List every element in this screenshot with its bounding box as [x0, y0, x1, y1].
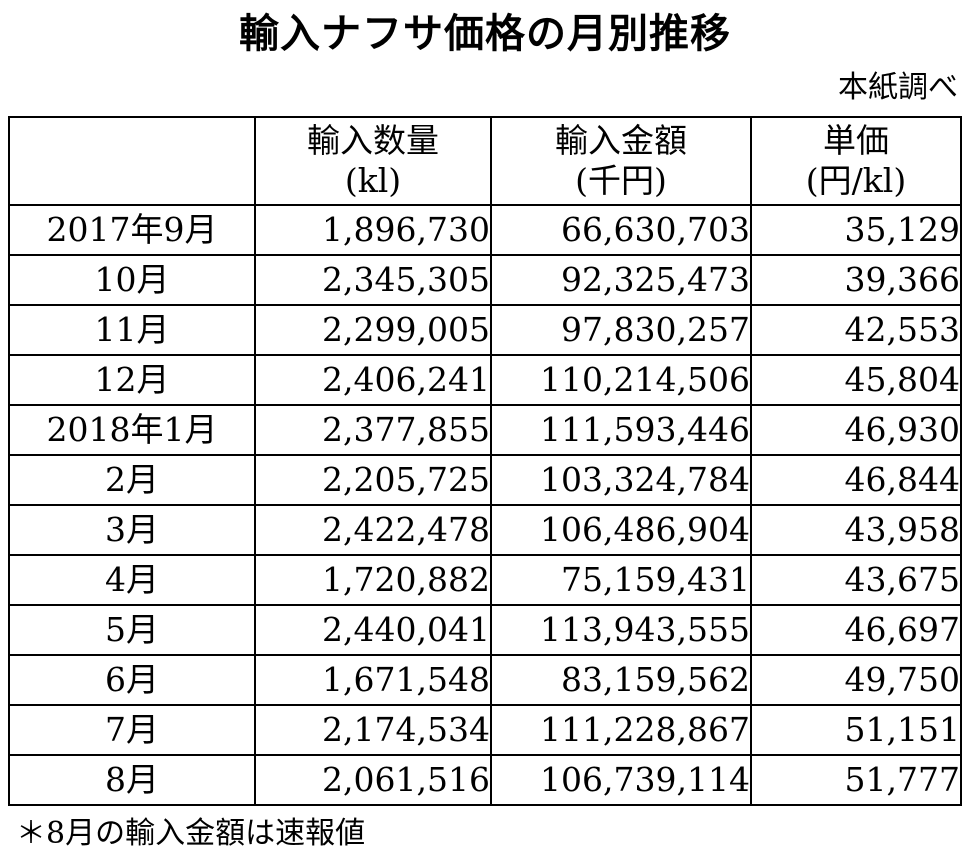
cell-period: 2月: [8, 454, 256, 506]
cell-quantity: 2,422,478: [254, 504, 492, 556]
cell-quantity: 2,299,005: [254, 304, 492, 356]
cell-unit-price: 46,697: [750, 604, 962, 656]
table-row: 5月 2,440,041 113,943,555 46,697: [8, 604, 962, 656]
header-amount: 輸入金額 (千円): [490, 116, 752, 206]
header-quantity: 輸入数量 (kl): [254, 116, 492, 206]
cell-period: 2018年1月: [8, 404, 256, 456]
cell-quantity: 2,377,855: [254, 404, 492, 456]
cell-amount: 83,159,562: [490, 654, 752, 706]
header-amount-unit: (千円): [575, 161, 667, 200]
cell-amount: 66,630,703: [490, 204, 752, 256]
table-row: 8月 2,061,516 106,739,114 51,777: [8, 754, 962, 806]
cell-amount: 106,739,114: [490, 754, 752, 806]
header-amount-label: 輸入金額: [555, 121, 687, 160]
cell-amount: 106,486,904: [490, 504, 752, 556]
cell-quantity: 2,440,041: [254, 604, 492, 656]
header-quantity-label: 輸入数量: [307, 121, 439, 160]
cell-amount: 92,325,473: [490, 254, 752, 306]
cell-unit-price: 49,750: [750, 654, 962, 706]
cell-period: 11月: [8, 304, 256, 356]
cell-amount: 111,228,867: [490, 704, 752, 756]
cell-quantity: 2,061,516: [254, 754, 492, 806]
source-note: 本紙調べ: [838, 70, 958, 105]
cell-period: 7月: [8, 704, 256, 756]
cell-amount: 110,214,506: [490, 354, 752, 406]
cell-unit-price: 46,930: [750, 404, 962, 456]
cell-quantity: 1,896,730: [254, 204, 492, 256]
cell-unit-price: 46,844: [750, 454, 962, 506]
header-unit-price-unit: (円/kl): [805, 161, 907, 200]
table-row: 7月 2,174,534 111,228,867 51,151: [8, 704, 962, 756]
header-period: [8, 116, 256, 206]
table-row: 3月 2,422,478 106,486,904 43,958: [8, 504, 962, 556]
table-row: 2月 2,205,725 103,324,784 46,844: [8, 454, 962, 506]
header-quantity-unit: (kl): [344, 161, 402, 200]
table-header-row: 輸入数量 (kl) 輸入金額 (千円) 単価 (円/kl): [8, 116, 962, 206]
cell-unit-price: 39,366: [750, 254, 962, 306]
cell-period: 10月: [8, 254, 256, 306]
cell-amount: 75,159,431: [490, 554, 752, 606]
table-row: 11月 2,299,005 97,830,257 42,553: [8, 304, 962, 356]
naphtha-price-table: 輸入数量 (kl) 輸入金額 (千円) 単価 (円/kl) 2017年9月 1,…: [8, 116, 962, 806]
table-row: 4月 1,720,882 75,159,431 43,675: [8, 554, 962, 606]
cell-unit-price: 43,675: [750, 554, 962, 606]
cell-period: 8月: [8, 754, 256, 806]
page-title: 輸入ナフサ価格の月別推移: [239, 11, 731, 57]
header-unit-price-label: 単価: [823, 121, 889, 160]
cell-unit-price: 51,777: [750, 754, 962, 806]
cell-amount: 111,593,446: [490, 404, 752, 456]
cell-period: 2017年9月: [8, 204, 256, 256]
cell-period: 3月: [8, 504, 256, 556]
cell-unit-price: 45,804: [750, 354, 962, 406]
cell-quantity: 2,174,534: [254, 704, 492, 756]
cell-period: 4月: [8, 554, 256, 606]
cell-unit-price: 51,151: [750, 704, 962, 756]
cell-amount: 113,943,555: [490, 604, 752, 656]
table-row: 6月 1,671,548 83,159,562 49,750: [8, 654, 962, 706]
footnote: ＊8月の輸入金額は速報値: [16, 816, 366, 851]
table-row: 2018年1月 2,377,855 111,593,446 46,930: [8, 404, 962, 456]
cell-unit-price: 35,129: [750, 204, 962, 256]
cell-unit-price: 42,553: [750, 304, 962, 356]
cell-quantity: 1,671,548: [254, 654, 492, 706]
table-row: 12月 2,406,241 110,214,506 45,804: [8, 354, 962, 406]
cell-quantity: 2,205,725: [254, 454, 492, 506]
table-row: 10月 2,345,305 92,325,473 39,366: [8, 254, 962, 306]
cell-amount: 97,830,257: [490, 304, 752, 356]
cell-quantity: 1,720,882: [254, 554, 492, 606]
cell-period: 6月: [8, 654, 256, 706]
cell-period: 5月: [8, 604, 256, 656]
header-unit-price: 単価 (円/kl): [750, 116, 962, 206]
cell-quantity: 2,406,241: [254, 354, 492, 406]
cell-quantity: 2,345,305: [254, 254, 492, 306]
table-row: 2017年9月 1,896,730 66,630,703 35,129: [8, 204, 962, 256]
cell-amount: 103,324,784: [490, 454, 752, 506]
cell-unit-price: 43,958: [750, 504, 962, 556]
cell-period: 12月: [8, 354, 256, 406]
